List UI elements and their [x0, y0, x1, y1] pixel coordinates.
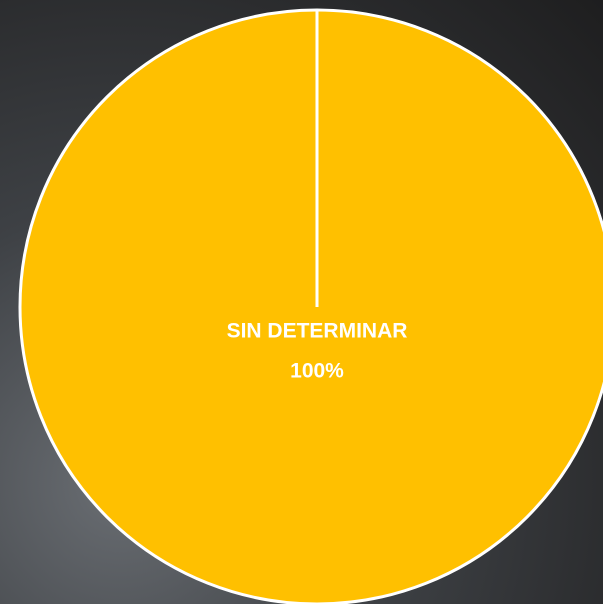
value-label: 100% [290, 360, 344, 383]
slice-label: SIN DETERMINAR [227, 320, 408, 343]
page: SIN DETERMINAR100% (() => { const data =… [0, 0, 603, 604]
chart: SIN DETERMINAR 100% [0, 0, 603, 604]
pie-slice [20, 10, 603, 604]
